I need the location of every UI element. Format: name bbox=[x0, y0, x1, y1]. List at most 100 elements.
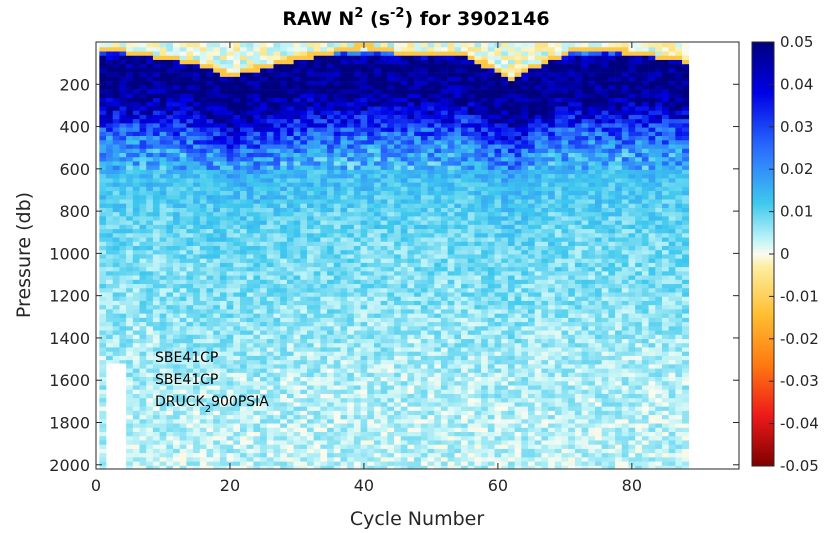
heatmap-cell bbox=[246, 284, 254, 289]
heatmap-cell bbox=[193, 102, 201, 107]
heatmap-cell bbox=[333, 165, 341, 171]
heatmap-cell bbox=[373, 102, 381, 107]
heatmap-cell bbox=[427, 140, 435, 145]
heatmap-cell bbox=[300, 258, 308, 264]
heatmap-cell bbox=[112, 169, 120, 175]
heatmap-cell bbox=[353, 169, 361, 175]
heatmap-cell bbox=[387, 385, 395, 391]
heatmap-cell bbox=[286, 161, 294, 166]
heatmap-cell bbox=[306, 398, 314, 403]
heatmap-cell bbox=[407, 288, 415, 293]
heatmap-cell bbox=[427, 393, 435, 399]
heatmap-cell bbox=[360, 212, 368, 217]
heatmap-cell bbox=[233, 110, 241, 116]
heatmap-cell bbox=[353, 161, 361, 166]
heatmap-cell bbox=[219, 275, 227, 281]
heatmap-cell bbox=[139, 419, 147, 424]
heatmap-cell bbox=[260, 355, 268, 361]
heatmap-cell bbox=[206, 284, 214, 289]
heatmap-cell bbox=[106, 81, 114, 86]
heatmap-cell bbox=[286, 212, 294, 217]
heatmap-cell bbox=[367, 393, 375, 399]
heatmap-cell bbox=[300, 81, 308, 86]
heatmap-cell bbox=[213, 250, 221, 255]
heatmap-cell bbox=[166, 191, 174, 196]
heatmap-cell bbox=[146, 195, 154, 200]
heatmap-cell bbox=[246, 423, 254, 429]
heatmap-cell bbox=[253, 317, 261, 323]
heatmap-cell bbox=[139, 262, 147, 268]
heatmap-cell bbox=[152, 347, 160, 352]
heatmap-cell bbox=[126, 89, 134, 95]
heatmap-cell bbox=[193, 174, 201, 179]
heatmap-cell bbox=[280, 326, 288, 331]
heatmap-cell bbox=[206, 136, 214, 141]
heatmap-cell bbox=[253, 406, 261, 412]
heatmap-cell bbox=[306, 224, 314, 230]
heatmap-cell bbox=[213, 68, 221, 73]
heatmap-cell bbox=[273, 43, 281, 48]
heatmap-cell bbox=[306, 85, 314, 90]
heatmap-cell bbox=[112, 152, 120, 158]
heatmap-cell bbox=[179, 186, 187, 192]
heatmap-cell bbox=[206, 233, 214, 238]
heatmap-cell bbox=[300, 267, 308, 272]
heatmap-cell bbox=[179, 157, 187, 162]
heatmap-cell bbox=[253, 444, 261, 450]
heatmap-cell bbox=[186, 461, 194, 467]
heatmap-cell bbox=[353, 148, 361, 154]
heatmap-cell bbox=[213, 406, 221, 412]
heatmap-cell bbox=[226, 423, 234, 429]
heatmap-cell bbox=[414, 444, 422, 450]
heatmap-cell bbox=[367, 178, 375, 183]
heatmap-cell bbox=[280, 195, 288, 200]
heatmap-cell bbox=[159, 393, 167, 399]
heatmap-cell bbox=[139, 436, 147, 441]
heatmap-cell bbox=[280, 119, 288, 124]
heatmap-cell bbox=[266, 169, 274, 175]
heatmap-cell bbox=[139, 72, 147, 78]
heatmap-cell bbox=[233, 148, 241, 154]
heatmap-cell bbox=[394, 300, 402, 306]
heatmap-cell bbox=[420, 114, 428, 120]
heatmap-cell bbox=[306, 440, 314, 445]
heatmap-cell bbox=[260, 212, 268, 217]
heatmap-cell bbox=[427, 271, 435, 276]
heatmap-cell bbox=[186, 102, 194, 107]
heatmap-cell bbox=[253, 195, 261, 200]
heatmap-cell bbox=[280, 292, 288, 298]
heatmap-cell bbox=[126, 398, 134, 403]
heatmap-cell bbox=[112, 296, 120, 302]
heatmap-cell bbox=[233, 393, 241, 399]
heatmap-cell bbox=[347, 309, 355, 314]
heatmap-cell bbox=[199, 427, 207, 433]
heatmap-cell bbox=[126, 355, 134, 361]
heatmap-cell bbox=[407, 402, 415, 407]
heatmap-cell bbox=[159, 89, 167, 95]
heatmap-cell bbox=[139, 355, 147, 361]
heatmap-cell bbox=[367, 305, 375, 310]
heatmap-cell bbox=[420, 131, 428, 137]
heatmap-cell bbox=[347, 207, 355, 213]
heatmap-cell bbox=[253, 123, 261, 128]
heatmap-cell bbox=[152, 123, 160, 128]
heatmap-cell bbox=[132, 398, 140, 403]
heatmap-cell bbox=[152, 72, 160, 78]
heatmap-cell bbox=[420, 89, 428, 95]
heatmap-cell bbox=[414, 309, 422, 314]
heatmap-cell bbox=[414, 355, 422, 361]
heatmap-cell bbox=[186, 55, 194, 61]
heatmap-cell bbox=[327, 93, 335, 99]
heatmap-cell bbox=[166, 448, 174, 454]
heatmap-cell bbox=[126, 182, 134, 188]
heatmap-cell bbox=[360, 81, 368, 86]
heatmap-cell bbox=[400, 178, 408, 183]
heatmap-cell bbox=[373, 114, 381, 120]
heatmap-cell bbox=[360, 305, 368, 310]
heatmap-cell bbox=[260, 165, 268, 171]
heatmap-cell bbox=[414, 347, 422, 352]
heatmap-cell bbox=[99, 360, 107, 365]
heatmap-cell bbox=[400, 448, 408, 454]
heatmap-cell bbox=[146, 258, 154, 264]
heatmap-cell bbox=[219, 406, 227, 412]
